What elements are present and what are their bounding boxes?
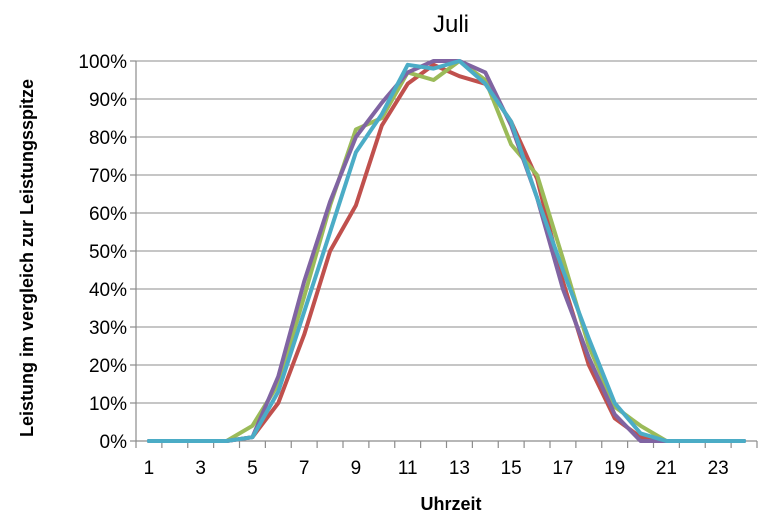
x-tick-label: 5 — [247, 458, 258, 479]
y-tick-label: 50% — [89, 242, 127, 263]
gridlines — [136, 60, 757, 404]
x-tick-label: 9 — [351, 458, 362, 479]
x-tick-label: 1 — [144, 458, 155, 479]
y-tick-label: 40% — [89, 280, 127, 301]
y-axis-label: Leistung im vergleich zur Leistungsspitz… — [17, 79, 37, 437]
y-tick-label: 70% — [89, 166, 127, 187]
series-line-2 — [146, 59, 747, 443]
x-tick-label: 19 — [604, 458, 625, 479]
x-tick-label: 17 — [552, 458, 573, 479]
x-tick-label: 7 — [299, 458, 310, 479]
series-line-4 — [146, 59, 747, 443]
y-tick-label: 100% — [78, 52, 127, 73]
series-lines — [146, 59, 747, 443]
y-tick-label: 30% — [89, 318, 127, 339]
y-tick-label: 0% — [100, 432, 128, 453]
x-tick-label: 15 — [501, 458, 522, 479]
x-tick-label: 13 — [449, 458, 470, 479]
axes — [130, 60, 758, 448]
x-axis-label: Uhrzeit — [420, 494, 481, 514]
x-tick-labels: 1 3 5 7 9 11 13 15 17 19 21 23 — [144, 458, 729, 479]
x-tick-label: 23 — [708, 458, 729, 479]
y-tick-label: 10% — [89, 394, 127, 415]
x-tick-label: 11 — [398, 458, 418, 479]
y-tick-label: 20% — [89, 356, 127, 377]
y-tick-label: 90% — [89, 90, 127, 111]
x-tick-label: 3 — [195, 458, 206, 479]
y-tick-label: 80% — [89, 128, 127, 149]
y-tick-labels: 0% 10% 20% 30% 40% 50% 60% 70% 80% 90% 100% — [78, 52, 127, 453]
chart-title: Juli — [433, 11, 469, 38]
x-tick-label: 21 — [656, 458, 677, 479]
y-tick-label: 60% — [89, 204, 127, 225]
series-line-1 — [146, 62, 747, 443]
